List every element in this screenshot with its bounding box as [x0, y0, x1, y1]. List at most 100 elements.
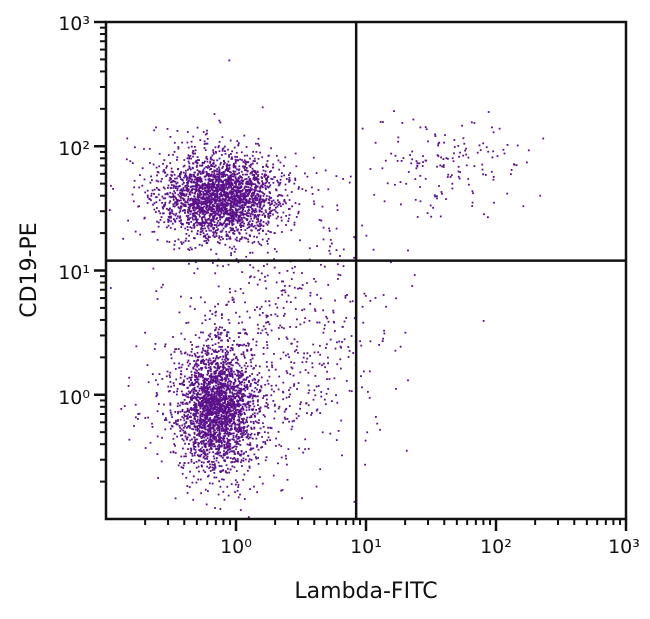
data-point: [224, 169, 227, 171]
data-point: [204, 381, 206, 383]
data-point: [235, 219, 238, 222]
data-point: [202, 379, 205, 382]
data-point: [248, 205, 250, 208]
data-point: [257, 157, 260, 160]
data-point: [252, 447, 255, 450]
data-point: [256, 229, 259, 232]
data-point: [242, 419, 244, 421]
data-point: [259, 194, 262, 197]
data-point: [236, 394, 239, 397]
data-point: [237, 415, 240, 418]
data-point: [235, 411, 238, 414]
data-point: [192, 366, 195, 369]
data-point: [207, 393, 209, 396]
data-point: [151, 189, 154, 192]
data-point: [212, 220, 214, 222]
data-point: [197, 445, 200, 448]
data-point: [211, 338, 213, 341]
data-point: [207, 397, 210, 400]
data-point: [234, 177, 237, 180]
data-point: [265, 456, 268, 459]
data-point: [193, 272, 196, 275]
data-point: [256, 178, 259, 181]
data-point: [255, 173, 258, 175]
data-point: [280, 489, 283, 492]
data-point: [216, 390, 219, 393]
data-point: [227, 217, 229, 220]
data-point: [239, 332, 242, 334]
data-point: [253, 427, 256, 430]
data-point: [188, 262, 190, 265]
data-point: [206, 351, 209, 354]
data-point: [149, 441, 152, 444]
data-point: [204, 399, 207, 402]
data-point: [213, 403, 215, 405]
data-point: [234, 200, 236, 203]
data-point: [207, 352, 210, 355]
data-point: [207, 475, 209, 478]
data-point: [268, 217, 270, 219]
data-point: [128, 376, 131, 379]
data-point: [204, 227, 206, 230]
data-point: [222, 201, 224, 203]
data-point: [199, 202, 202, 205]
data-point: [252, 194, 255, 197]
data-point: [212, 197, 215, 200]
data-point: [224, 425, 226, 428]
data-point: [195, 199, 197, 201]
data-point: [257, 391, 260, 394]
data-point: [259, 223, 262, 226]
data-point: [245, 201, 248, 204]
data-point: [180, 241, 183, 244]
data-point: [146, 196, 149, 199]
data-point: [181, 194, 183, 197]
data-point: [183, 181, 185, 184]
data-point: [254, 199, 257, 202]
data-point: [237, 384, 240, 386]
data-point: [221, 383, 224, 385]
data-point: [239, 194, 242, 197]
data-point: [206, 129, 208, 132]
data-point: [183, 189, 186, 192]
data-point: [169, 191, 172, 194]
data-point: [213, 370, 216, 373]
data-point: [220, 173, 223, 176]
data-point: [210, 413, 212, 416]
data-point: [225, 433, 228, 435]
data-point: [283, 174, 285, 177]
data-point: [217, 207, 220, 210]
data-point: [236, 209, 239, 212]
data-point: [202, 131, 205, 133]
data-point: [251, 174, 254, 176]
data-point: [195, 390, 198, 392]
data-point: [230, 171, 232, 174]
data-point: [235, 192, 238, 195]
data-point: [284, 454, 287, 457]
data-point: [237, 451, 239, 453]
data-point: [126, 137, 129, 140]
data-point: [183, 399, 186, 401]
data-point: [208, 179, 211, 182]
data-point: [297, 188, 300, 190]
data-point: [252, 197, 254, 200]
data-point: [213, 379, 216, 382]
data-point: [259, 390, 261, 393]
data-point: [184, 212, 186, 214]
data-point: [183, 394, 186, 396]
data-point: [304, 438, 307, 441]
data-point: [220, 211, 222, 213]
data-point: [230, 215, 232, 217]
data-point: [153, 129, 156, 132]
data-point: [250, 194, 253, 197]
data-point: [278, 443, 281, 446]
data-point: [186, 403, 189, 405]
data-point: [212, 191, 215, 194]
data-point: [202, 227, 204, 230]
data-point: [225, 217, 228, 220]
data-point: [198, 194, 201, 197]
data-point: [282, 203, 284, 206]
data-point: [223, 498, 226, 501]
data-point: [221, 350, 224, 353]
data-point: [209, 411, 211, 414]
data-point: [279, 178, 282, 181]
